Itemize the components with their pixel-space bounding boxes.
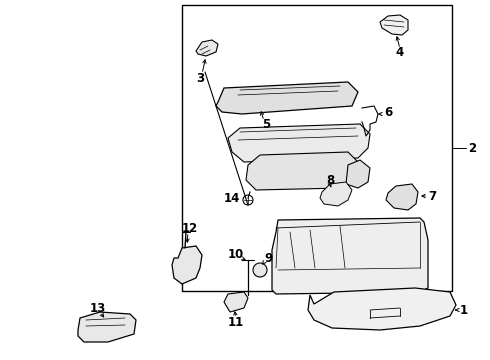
Polygon shape (308, 288, 456, 330)
Text: 10: 10 (228, 248, 244, 261)
Polygon shape (216, 82, 358, 114)
Text: 13: 13 (90, 302, 106, 315)
Circle shape (253, 263, 267, 277)
Text: 9: 9 (264, 252, 272, 265)
Polygon shape (196, 40, 218, 56)
Polygon shape (346, 160, 370, 188)
Text: 4: 4 (396, 46, 404, 59)
Text: 3: 3 (196, 72, 204, 85)
Polygon shape (224, 292, 248, 312)
Text: 1: 1 (460, 303, 468, 316)
Text: 7: 7 (428, 189, 436, 202)
Polygon shape (78, 312, 136, 342)
Text: 12: 12 (182, 221, 198, 234)
Polygon shape (246, 152, 358, 190)
Polygon shape (228, 124, 370, 162)
Bar (182, 5, 452, 291)
Text: 8: 8 (326, 174, 334, 186)
Text: 2: 2 (468, 141, 476, 154)
Polygon shape (386, 184, 418, 210)
Text: 14: 14 (224, 192, 240, 204)
Polygon shape (320, 182, 352, 206)
Text: 6: 6 (384, 105, 392, 118)
Polygon shape (272, 218, 428, 294)
Text: 5: 5 (262, 118, 270, 131)
Text: 11: 11 (228, 315, 244, 328)
Polygon shape (172, 246, 202, 284)
Polygon shape (380, 15, 408, 35)
